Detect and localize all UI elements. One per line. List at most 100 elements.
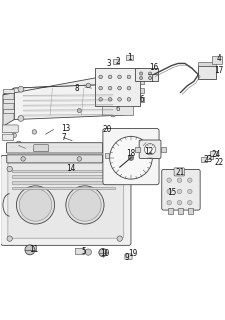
Circle shape	[110, 111, 115, 117]
Text: 1: 1	[127, 53, 132, 62]
Circle shape	[98, 98, 102, 101]
Text: 4: 4	[215, 54, 220, 63]
Bar	[3, 99, 14, 103]
Bar	[12, 181, 115, 184]
Bar	[101, 106, 133, 115]
Bar	[152, 153, 156, 158]
Text: 3: 3	[106, 59, 110, 68]
FancyBboxPatch shape	[211, 56, 222, 65]
Text: 15: 15	[166, 188, 175, 197]
Bar	[139, 97, 143, 102]
Text: 18: 18	[126, 149, 135, 158]
Circle shape	[98, 249, 106, 257]
Circle shape	[32, 130, 36, 134]
Polygon shape	[14, 84, 124, 120]
Polygon shape	[3, 75, 124, 95]
Bar	[139, 79, 143, 84]
Bar	[187, 208, 192, 214]
Circle shape	[166, 200, 171, 205]
Circle shape	[117, 166, 122, 172]
Circle shape	[77, 156, 81, 161]
Circle shape	[166, 178, 171, 182]
Circle shape	[86, 83, 90, 88]
Circle shape	[21, 156, 25, 161]
Bar	[160, 147, 165, 152]
Circle shape	[109, 136, 152, 179]
Circle shape	[16, 141, 21, 147]
Text: 2: 2	[115, 57, 119, 66]
FancyBboxPatch shape	[139, 140, 160, 158]
Bar	[12, 170, 115, 172]
Bar	[3, 89, 14, 92]
Bar	[12, 175, 115, 178]
FancyBboxPatch shape	[102, 129, 158, 185]
Bar	[139, 88, 143, 92]
Text: 16: 16	[148, 63, 157, 72]
Circle shape	[7, 166, 12, 172]
Text: 12: 12	[144, 147, 153, 156]
Bar	[198, 62, 215, 66]
Circle shape	[139, 72, 142, 75]
FancyBboxPatch shape	[2, 125, 18, 132]
Circle shape	[98, 86, 102, 90]
Circle shape	[127, 75, 130, 79]
Text: 8: 8	[74, 84, 79, 92]
FancyBboxPatch shape	[173, 168, 184, 176]
Circle shape	[187, 189, 191, 194]
FancyBboxPatch shape	[2, 134, 14, 140]
Circle shape	[98, 75, 102, 79]
Bar	[112, 59, 118, 64]
Text: 24: 24	[211, 150, 220, 159]
Bar	[177, 208, 182, 214]
Circle shape	[108, 98, 111, 101]
Circle shape	[117, 236, 122, 241]
Text: 7: 7	[61, 133, 66, 142]
Circle shape	[19, 189, 52, 221]
Circle shape	[187, 200, 191, 205]
Bar	[167, 208, 172, 214]
Circle shape	[117, 86, 121, 90]
Circle shape	[176, 178, 181, 182]
Circle shape	[166, 189, 171, 194]
Circle shape	[139, 76, 142, 80]
Circle shape	[176, 189, 181, 194]
Bar	[126, 55, 133, 60]
Text: 10: 10	[100, 249, 109, 258]
Text: 5: 5	[81, 247, 86, 256]
Bar	[200, 157, 206, 162]
Bar	[94, 68, 139, 106]
Circle shape	[108, 86, 111, 90]
Text: 6: 6	[115, 107, 119, 112]
FancyBboxPatch shape	[8, 163, 123, 238]
FancyBboxPatch shape	[34, 145, 48, 152]
Circle shape	[68, 189, 101, 221]
FancyBboxPatch shape	[1, 156, 130, 245]
Text: 22: 22	[213, 158, 222, 167]
Text: 21: 21	[175, 168, 184, 177]
Circle shape	[148, 72, 151, 75]
Circle shape	[85, 249, 91, 255]
FancyBboxPatch shape	[7, 155, 102, 163]
Text: 19: 19	[128, 249, 137, 258]
Circle shape	[117, 75, 121, 79]
Circle shape	[18, 86, 24, 92]
Circle shape	[128, 155, 133, 160]
FancyBboxPatch shape	[161, 169, 199, 210]
Circle shape	[108, 75, 111, 79]
FancyBboxPatch shape	[7, 143, 102, 153]
Circle shape	[16, 186, 54, 224]
Circle shape	[187, 178, 191, 182]
Bar	[12, 187, 115, 189]
Circle shape	[77, 108, 81, 113]
Circle shape	[65, 186, 104, 224]
Circle shape	[148, 76, 151, 80]
FancyBboxPatch shape	[75, 248, 84, 255]
Circle shape	[117, 98, 121, 101]
Bar	[135, 68, 157, 81]
Circle shape	[7, 236, 12, 241]
Text: 17: 17	[213, 66, 222, 75]
Bar	[105, 153, 109, 158]
Circle shape	[110, 82, 115, 88]
Circle shape	[12, 133, 16, 138]
Text: 13: 13	[61, 124, 70, 133]
